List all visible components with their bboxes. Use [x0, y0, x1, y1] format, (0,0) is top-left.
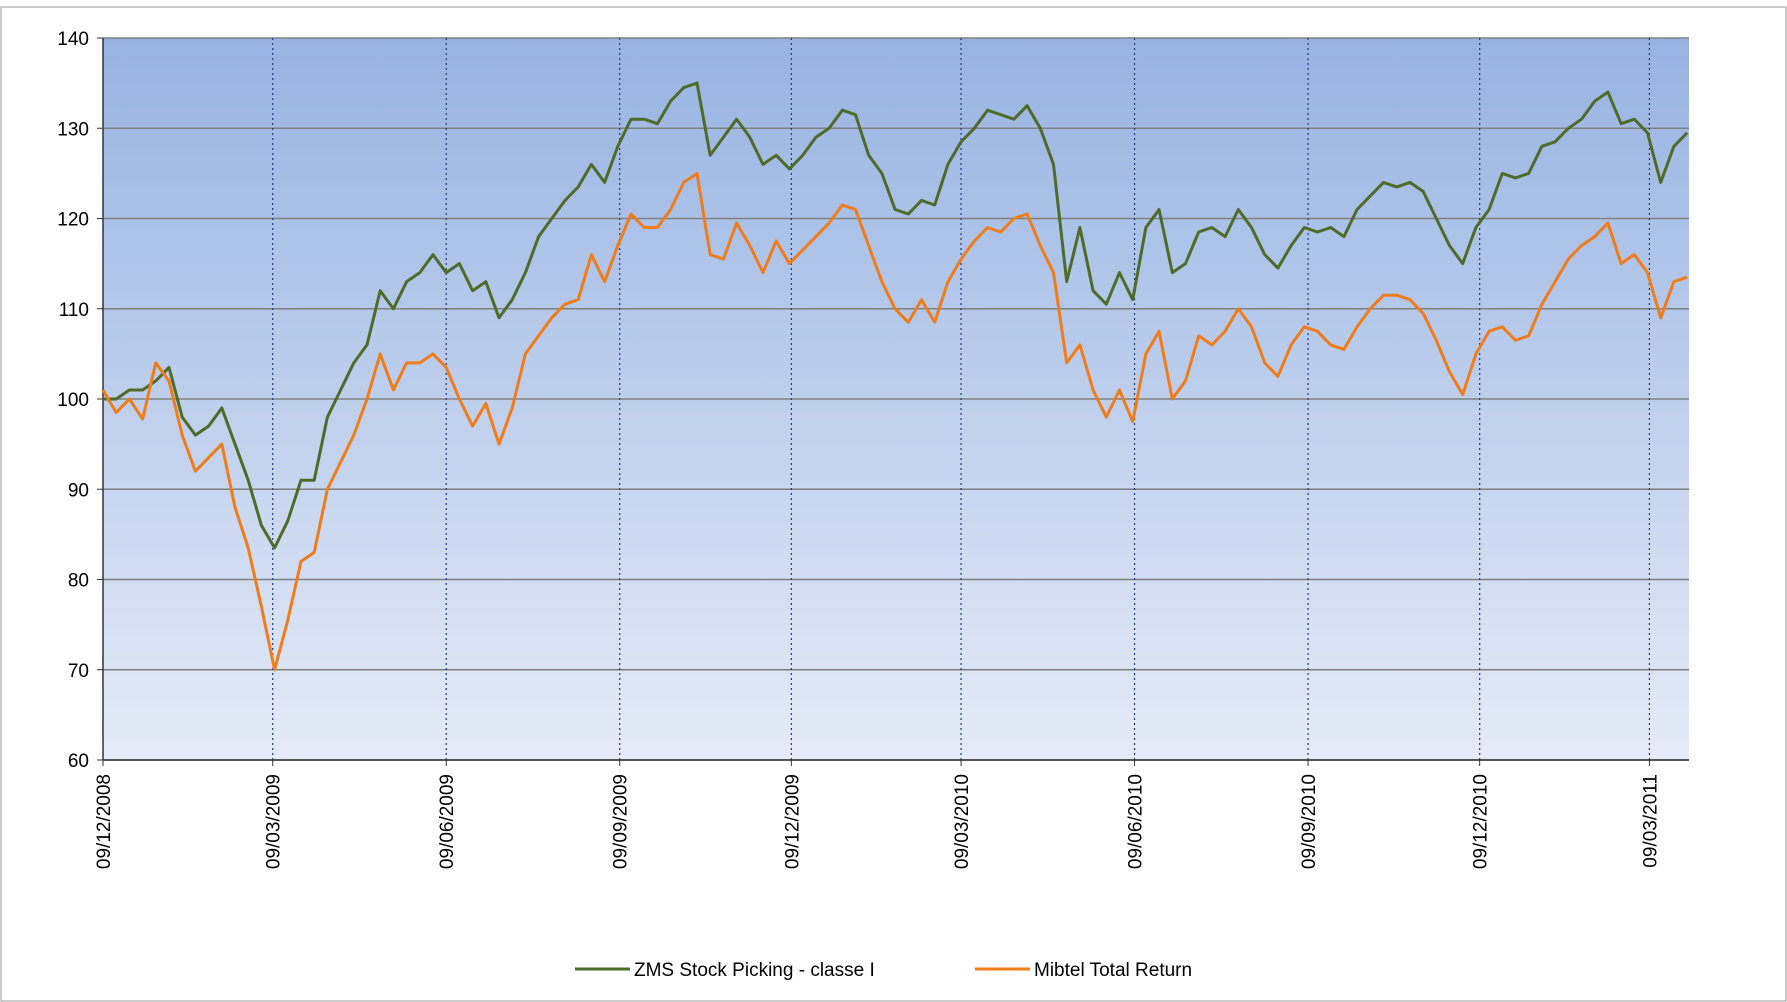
- y-tick-label: 110: [59, 300, 89, 321]
- y-tick-label: 60: [68, 751, 89, 772]
- y-tick-label: 100: [57, 390, 89, 411]
- y-tick-label: 90: [68, 480, 89, 501]
- x-tick-label: 09/03/2009: [264, 774, 285, 869]
- legend-label: ZMS Stock Picking - classe I: [634, 960, 875, 981]
- x-tick-label: 09/06/2009: [437, 774, 458, 869]
- series-line: [101, 171, 1688, 672]
- x-tick-label: 09/06/2010: [1126, 774, 1147, 869]
- x-tick-label: 09/03/2010: [952, 774, 973, 869]
- y-tick-label: 80: [68, 571, 89, 592]
- legend-label: Mibtel Total Return: [1034, 960, 1192, 981]
- y-tick-label: 70: [68, 661, 89, 682]
- x-tick-label: 09/12/2008: [94, 774, 115, 869]
- x-tick-label: 09/12/2010: [1471, 774, 1492, 869]
- x-tick-label: 09/12/2009: [782, 774, 803, 869]
- y-tick-label: 140: [57, 29, 89, 50]
- x-tick-label: 09/09/2010: [1299, 774, 1320, 869]
- y-tick-label: 130: [57, 119, 89, 140]
- y-tick-label: 120: [57, 210, 89, 231]
- x-tick-label: 09/09/2009: [611, 774, 632, 869]
- series-line: [103, 81, 1689, 550]
- x-tick-label: 09/03/2011: [1640, 774, 1661, 868]
